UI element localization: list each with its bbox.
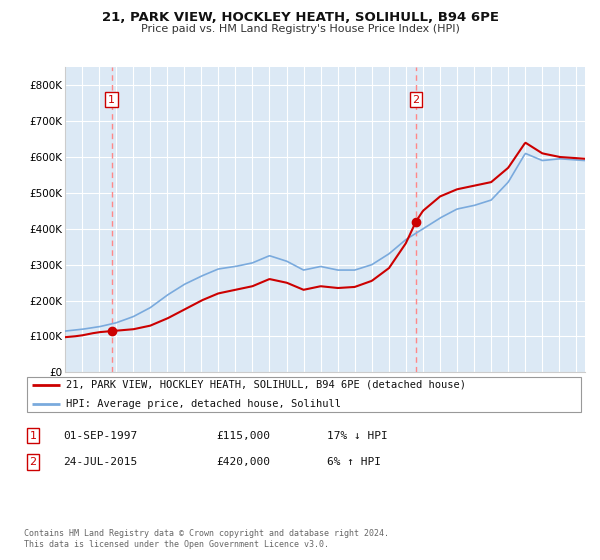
FancyBboxPatch shape <box>27 377 581 412</box>
Text: 6% ↑ HPI: 6% ↑ HPI <box>327 457 381 467</box>
Text: 1: 1 <box>108 95 115 105</box>
Text: £420,000: £420,000 <box>216 457 270 467</box>
Text: 24-JUL-2015: 24-JUL-2015 <box>63 457 137 467</box>
Text: 17% ↓ HPI: 17% ↓ HPI <box>327 431 388 441</box>
Text: 01-SEP-1997: 01-SEP-1997 <box>63 431 137 441</box>
Text: 21, PARK VIEW, HOCKLEY HEATH, SOLIHULL, B94 6PE (detached house): 21, PARK VIEW, HOCKLEY HEATH, SOLIHULL, … <box>66 380 466 390</box>
Text: HPI: Average price, detached house, Solihull: HPI: Average price, detached house, Soli… <box>66 399 341 409</box>
Text: 2: 2 <box>412 95 419 105</box>
Text: £115,000: £115,000 <box>216 431 270 441</box>
Text: 1: 1 <box>29 431 37 441</box>
Text: 2: 2 <box>29 457 37 467</box>
Text: 21, PARK VIEW, HOCKLEY HEATH, SOLIHULL, B94 6PE: 21, PARK VIEW, HOCKLEY HEATH, SOLIHULL, … <box>101 11 499 24</box>
Text: Contains HM Land Registry data © Crown copyright and database right 2024.
This d: Contains HM Land Registry data © Crown c… <box>24 529 389 549</box>
Text: Price paid vs. HM Land Registry's House Price Index (HPI): Price paid vs. HM Land Registry's House … <box>140 24 460 34</box>
